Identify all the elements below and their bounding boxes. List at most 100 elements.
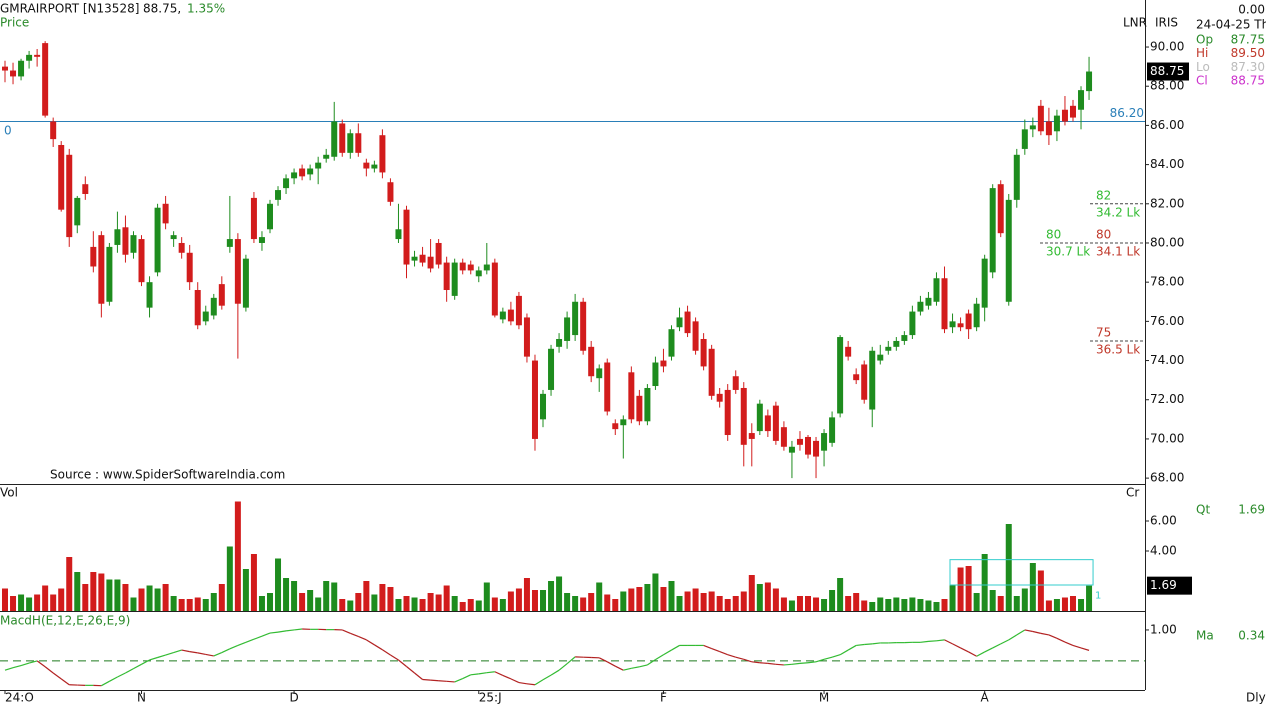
volume-bar — [1069, 596, 1076, 611]
candle-body — [435, 242, 442, 265]
candle-body — [491, 262, 498, 316]
macd-segment — [494, 671, 504, 676]
candle-body — [941, 278, 948, 330]
candle-body — [234, 239, 241, 304]
candle-body — [98, 235, 105, 304]
macd-segment — [237, 641, 247, 646]
volume-bar — [780, 597, 787, 611]
box-label: 1 — [1095, 591, 1101, 602]
candle-body — [186, 252, 193, 283]
volume-bar — [218, 584, 225, 611]
volume-bar — [467, 599, 474, 611]
macd-segment — [366, 639, 375, 646]
macd-segment — [141, 659, 150, 665]
candle-body — [756, 403, 763, 432]
candle-body — [411, 256, 418, 261]
y-tick-label: 6.00 — [1150, 514, 1177, 528]
volume-bar — [291, 581, 298, 611]
macd-segment — [944, 639, 953, 645]
macd-segment — [149, 656, 158, 661]
candle-body — [170, 235, 177, 240]
macd-segment — [647, 659, 656, 666]
candle-body — [419, 254, 426, 263]
x-tick-label: D — [289, 691, 298, 705]
y-tick-label: 90.00 — [1150, 40, 1184, 54]
candle-body — [10, 70, 17, 77]
candle-body — [909, 311, 916, 336]
candle-body — [1078, 90, 1085, 110]
candle-body — [580, 301, 587, 351]
candle-body — [957, 323, 964, 328]
volume-bar — [242, 569, 249, 611]
volume-bar — [427, 593, 434, 611]
volume-bar — [299, 593, 306, 611]
macd-segment — [157, 654, 166, 659]
y-tick-label: 80.00 — [1150, 235, 1184, 249]
last-price-label: 88.75 — [1150, 64, 1184, 78]
volume-bar — [18, 594, 25, 611]
macd-segment — [20, 662, 30, 667]
macd-segment — [703, 644, 712, 650]
macd-segment — [221, 648, 231, 654]
y-tick-label: 70.00 — [1150, 431, 1184, 445]
candle-body — [620, 419, 627, 426]
volume-bar — [379, 584, 386, 611]
macd-segment — [807, 661, 817, 664]
volume-bar — [491, 597, 498, 611]
candle-body — [467, 264, 474, 271]
last-volume-box — [1147, 576, 1192, 595]
macd-segment — [960, 647, 969, 653]
volume-bar — [323, 581, 330, 611]
volume-bar — [347, 600, 354, 611]
level-qty: 30.7 Lk — [1046, 244, 1090, 258]
volume-bar — [668, 581, 675, 611]
volume-bar — [941, 599, 948, 611]
macd-segment — [831, 654, 841, 658]
candle-body — [813, 440, 820, 457]
macd-segment — [566, 656, 576, 665]
volume-bar — [90, 572, 97, 611]
y-tick-label: 84.00 — [1150, 157, 1184, 171]
macd-segment — [438, 680, 447, 682]
macd-segment — [783, 663, 792, 666]
candle-body — [788, 446, 795, 453]
macd-segment — [623, 667, 632, 671]
volume-bar — [788, 600, 795, 611]
volume-bar — [612, 599, 619, 611]
volume-bar — [596, 582, 603, 611]
volume-bar — [716, 596, 723, 611]
candle-body — [66, 154, 73, 238]
candle-body — [1061, 109, 1068, 122]
volume-bar — [331, 582, 338, 611]
y-tick-label: 78.00 — [1150, 275, 1184, 289]
level-label: 80 — [1046, 227, 1061, 241]
candle-body — [210, 297, 217, 316]
candle-body — [395, 229, 402, 240]
period: Dly — [1246, 691, 1266, 705]
volume-bar — [194, 597, 201, 611]
macd-segment — [1080, 647, 1090, 651]
volume-bar — [275, 558, 282, 611]
candle-body — [315, 162, 322, 169]
info-label: Op — [1196, 33, 1213, 47]
candle-body — [138, 239, 145, 283]
volume-bar — [628, 588, 635, 611]
volume-bar — [154, 588, 161, 611]
macd-segment — [639, 664, 648, 668]
candle-body — [42, 43, 49, 116]
x-tick-label: 24:O — [5, 691, 34, 705]
last-price-box — [1147, 62, 1189, 81]
volume-bar — [893, 597, 900, 611]
side-label: Ma — [1196, 629, 1214, 643]
volume-bar — [130, 597, 137, 611]
candle-body — [1005, 199, 1012, 302]
volume-bar — [523, 578, 530, 611]
macd-segment — [598, 657, 608, 663]
x-tick-label: A — [981, 691, 990, 705]
macd-segment — [606, 661, 616, 667]
candle-body — [106, 246, 113, 302]
candle-body — [355, 133, 362, 153]
macd-segment — [12, 664, 22, 669]
level-qty: 34.1 Lk — [1096, 244, 1140, 258]
macd-segment — [486, 671, 495, 674]
